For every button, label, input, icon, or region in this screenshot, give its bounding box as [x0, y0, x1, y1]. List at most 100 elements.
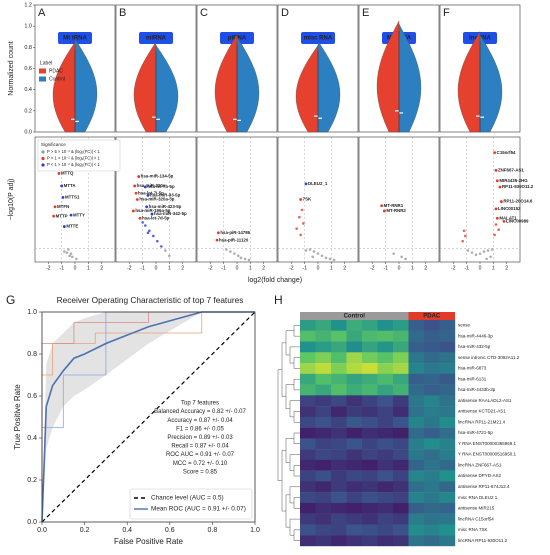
point [216, 231, 220, 235]
row-label: lincRNA ZNF667-AS1 [458, 462, 502, 467]
heatmap-cell [315, 470, 332, 482]
heatmap-cell [331, 352, 347, 364]
heatmap-cell [377, 395, 394, 407]
point-label: hsa-miR-423-5p [149, 204, 182, 209]
violin-half [317, 40, 341, 133]
point [498, 185, 502, 189]
heatmap-cell [331, 363, 347, 375]
heatmap-cell [393, 320, 409, 331]
group-bar [300, 312, 409, 320]
heatmap-cell [439, 395, 456, 407]
heatmap-cell [300, 416, 316, 428]
x-tick-label: 0 [74, 265, 77, 271]
heatmap-cell [300, 352, 316, 364]
heatmap-cell [300, 320, 316, 331]
legend-swatch [39, 76, 46, 82]
heatmap-cell [408, 320, 425, 331]
heatmap-cell [300, 513, 316, 525]
y-tick-label: 0.8 [24, 45, 32, 51]
point-label: DLEU2_1 [308, 181, 328, 186]
x-tick-label: -1 [464, 265, 469, 271]
heatmap-cell [331, 341, 347, 353]
violin-half [457, 30, 481, 133]
heatmap-cell [439, 481, 456, 493]
point [150, 212, 154, 216]
heatmap-cell [424, 352, 440, 364]
point-label: RP11-930O11.2 [502, 184, 534, 189]
heatmap-cell [362, 341, 378, 353]
point-label: hsa-miR-134-5p [141, 174, 174, 179]
row-label: misc RNA DLEU2 1 [458, 495, 498, 500]
point-label: MTFN [57, 204, 69, 209]
heatmap-cell [408, 373, 425, 385]
heatmap-cell [377, 459, 394, 471]
panel-letter: H [274, 293, 283, 307]
x-tick-label: 0 [479, 265, 482, 271]
panel-title: misc RNA [304, 36, 333, 42]
heatmap-cell [377, 320, 394, 331]
point [160, 245, 163, 248]
panel-letter: G [6, 293, 15, 307]
x-tick-label: 2 [505, 265, 508, 271]
point [311, 255, 314, 259]
heatmap-cell [331, 470, 347, 482]
point-label: hsa-miR-320c [137, 183, 166, 188]
heatmap-cell [393, 492, 409, 504]
heatmap-cell [315, 363, 332, 375]
point-label: MT-RNR2 [386, 208, 406, 213]
point [404, 257, 407, 261]
row-label: antisense MIR215 [458, 506, 495, 511]
heatmap-cell [408, 330, 425, 342]
heatmap-cell [300, 524, 316, 536]
point [299, 198, 303, 201]
point [486, 249, 490, 252]
roc-line [41, 311, 256, 523]
point [502, 219, 506, 223]
heatmap-cell [315, 459, 332, 471]
heatmap-cell [408, 363, 425, 375]
heatmap-cell [408, 449, 425, 461]
heatmap-cell [408, 341, 425, 353]
point [229, 250, 232, 253]
y-axis-label: True Positive Rate [13, 384, 22, 450]
heatmap-cell [377, 406, 394, 418]
annotation: Precision = 0.89 +/- 0.03 [167, 435, 233, 441]
heatmap-cell [331, 492, 347, 504]
panel-letter: B [119, 7, 126, 19]
heatmap-cell [424, 492, 440, 504]
point [135, 198, 139, 201]
point [299, 233, 302, 237]
y-tick-label: 0.6 [27, 393, 37, 400]
point [61, 196, 65, 199]
point-label: MTTE [66, 224, 78, 229]
y-tick-label: 0.2 [27, 477, 37, 484]
heatmap-cell [346, 535, 363, 547]
point [493, 151, 497, 155]
heatmap-cell [424, 535, 440, 547]
heatmap-cell [439, 492, 456, 504]
heatmap-cell [315, 449, 332, 461]
x-axis-label: False Positive Rate [114, 537, 183, 546]
heatmap-cell [331, 427, 347, 439]
heatmap-cell [346, 449, 363, 461]
point-label: hsa-let-7d-5p [142, 215, 170, 220]
heatmap-cell [331, 438, 347, 450]
point-label: MTTY [73, 212, 85, 217]
x-tick-label: 0.0 [37, 527, 47, 534]
point-label: MT-RNR1 [384, 203, 404, 208]
x-tick-label: 1 [249, 265, 252, 271]
annotation: Recall = 0.87 +/- 0.04 [171, 444, 229, 450]
x-tick-label: -2 [208, 265, 213, 271]
heatmap-cell [393, 395, 409, 407]
heatmap-cell [300, 427, 316, 439]
heatmap-cell [393, 427, 409, 439]
heatmap-cell [362, 492, 378, 504]
point [69, 252, 73, 255]
heatmap-cell [315, 373, 332, 385]
x-tick-label: 2 [343, 265, 346, 271]
point [57, 172, 61, 175]
point-label: 7SK [303, 197, 312, 202]
heatmap-cell [346, 481, 363, 493]
heatmap-cell [408, 427, 425, 439]
point-label: C15orf54 [497, 150, 516, 155]
